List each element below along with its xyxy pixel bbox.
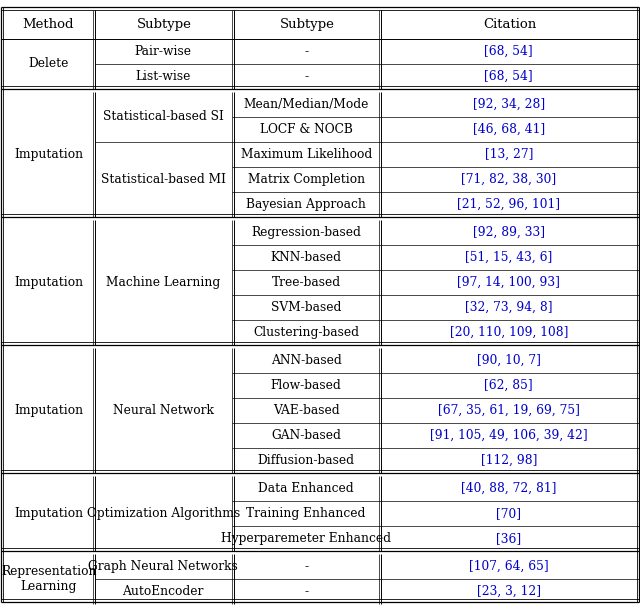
Text: -: - xyxy=(304,585,308,598)
Text: List-wise: List-wise xyxy=(136,69,191,83)
Text: Subtype: Subtype xyxy=(137,18,191,31)
Text: [62, 85]: [62, 85] xyxy=(484,379,533,392)
Text: [40, 88, 72, 81]: [40, 88, 72, 81] xyxy=(461,482,557,495)
Text: [51, 15, 43, 6]: [51, 15, 43, 6] xyxy=(465,251,552,264)
Text: Statistical-based SI: Statistical-based SI xyxy=(102,110,223,124)
Text: Training Enhanced: Training Enhanced xyxy=(246,507,366,520)
Text: [112, 98]: [112, 98] xyxy=(481,454,537,466)
Text: [46, 68, 41]: [46, 68, 41] xyxy=(473,123,545,136)
Text: [13, 27]: [13, 27] xyxy=(484,148,533,161)
Text: Graph Neural Networks: Graph Neural Networks xyxy=(88,560,238,573)
Text: Tree-based: Tree-based xyxy=(271,276,340,289)
Text: Regression-based: Regression-based xyxy=(252,226,361,239)
Text: [68, 54]: [68, 54] xyxy=(484,69,533,83)
Text: Imputation: Imputation xyxy=(14,404,84,417)
Text: Imputation: Imputation xyxy=(14,276,84,289)
Text: Machine Learning: Machine Learning xyxy=(106,276,220,289)
Text: Hyperparemeter Enhanced: Hyperparemeter Enhanced xyxy=(221,532,391,545)
Text: [21, 52, 96, 101]: [21, 52, 96, 101] xyxy=(458,198,560,211)
Text: Maximum Likelihood: Maximum Likelihood xyxy=(241,148,372,161)
Text: [90, 10, 7]: [90, 10, 7] xyxy=(477,354,541,367)
Text: [92, 89, 33]: [92, 89, 33] xyxy=(473,226,545,239)
Text: Imputation: Imputation xyxy=(14,148,84,161)
Text: [32, 73, 94, 8]: [32, 73, 94, 8] xyxy=(465,301,552,314)
Text: [107, 64, 65]: [107, 64, 65] xyxy=(469,560,548,573)
Text: Optimization Algorithms: Optimization Algorithms xyxy=(86,507,240,520)
Text: Data Enhanced: Data Enhanced xyxy=(259,482,354,495)
Text: [70]: [70] xyxy=(496,507,522,520)
Text: Representation
Learning: Representation Learning xyxy=(1,565,97,593)
Text: Clustering-based: Clustering-based xyxy=(253,326,359,339)
Text: [23, 3, 12]: [23, 3, 12] xyxy=(477,585,541,598)
Text: [68, 54]: [68, 54] xyxy=(484,44,533,58)
Text: AutoEncoder: AutoEncoder xyxy=(122,585,204,598)
Text: VAE-based: VAE-based xyxy=(273,404,339,417)
Text: [71, 82, 38, 30]: [71, 82, 38, 30] xyxy=(461,173,556,186)
Text: LOCF & NOCB: LOCF & NOCB xyxy=(260,123,353,136)
Text: [97, 14, 100, 93]: [97, 14, 100, 93] xyxy=(458,276,560,289)
Text: ANN-based: ANN-based xyxy=(271,354,342,367)
Text: GAN-based: GAN-based xyxy=(271,429,341,442)
Text: -: - xyxy=(304,44,308,58)
Text: Neural Network: Neural Network xyxy=(113,404,214,417)
Text: Method: Method xyxy=(22,18,74,31)
Text: [91, 105, 49, 106, 39, 42]: [91, 105, 49, 106, 39, 42] xyxy=(430,429,588,442)
Text: Subtype: Subtype xyxy=(280,18,335,31)
Text: KNN-based: KNN-based xyxy=(271,251,342,264)
Text: Imputation: Imputation xyxy=(14,507,84,520)
Text: Delete: Delete xyxy=(29,57,69,70)
Text: [36]: [36] xyxy=(496,532,522,545)
Text: Bayesian Approach: Bayesian Approach xyxy=(246,198,366,211)
Text: Mean/Median/Mode: Mean/Median/Mode xyxy=(243,98,369,111)
Text: SVM-based: SVM-based xyxy=(271,301,341,314)
Text: Pair-wise: Pair-wise xyxy=(134,44,191,58)
Text: Citation: Citation xyxy=(483,18,537,31)
Text: [92, 34, 28]: [92, 34, 28] xyxy=(473,98,545,111)
Text: Flow-based: Flow-based xyxy=(271,379,342,392)
Text: Matrix Completion: Matrix Completion xyxy=(248,173,365,186)
Text: -: - xyxy=(304,69,308,83)
Text: Statistical-based MI: Statistical-based MI xyxy=(100,173,226,186)
Text: [20, 110, 109, 108]: [20, 110, 109, 108] xyxy=(450,326,568,339)
Text: [67, 35, 61, 19, 69, 75]: [67, 35, 61, 19, 69, 75] xyxy=(438,404,580,417)
Text: -: - xyxy=(304,560,308,573)
Text: Diffusion-based: Diffusion-based xyxy=(258,454,355,466)
